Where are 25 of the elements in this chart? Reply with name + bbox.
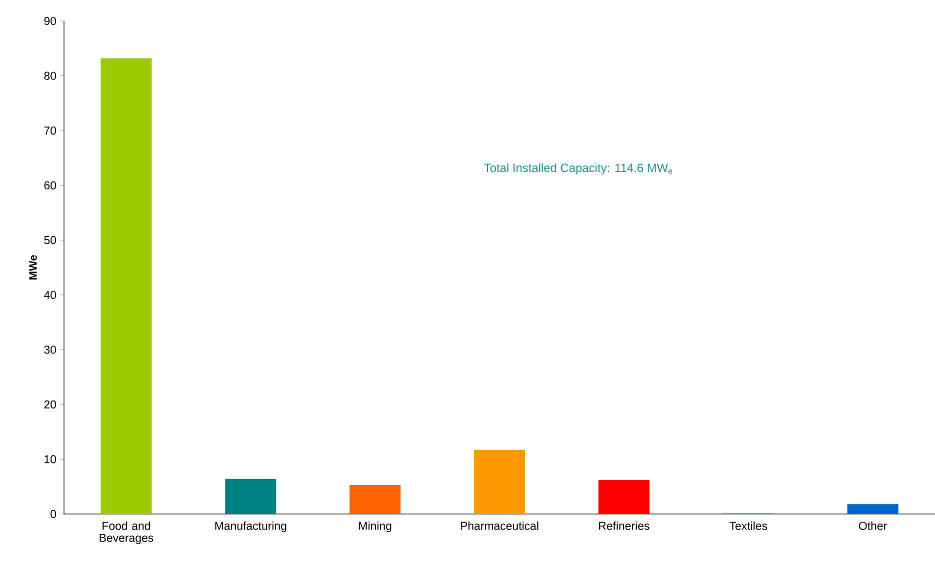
annotation: Total Installed Capacity: 114.6 MW$_{e}$ [484,163,672,174]
x-tick-label: Pharmaceutical [460,522,538,530]
bar [847,504,898,514]
y-tick-label: 10 [44,455,56,464]
x-tick-label: Mining [359,522,392,532]
y-tick-label: 60 [44,181,56,190]
y-tick-label: 80 [44,72,56,80]
bar [598,480,650,514]
x-tick-label: Other [859,522,887,530]
y-tick-label: 90 [44,16,56,26]
x-tick-label: Textiles [730,522,768,530]
y-tick-label: 70 [44,126,56,135]
bar [474,450,526,514]
x-tick-label: Refineries [599,522,650,530]
y-axis-title: MWe [29,255,37,280]
y-tick-label: 50 [44,236,56,244]
bar [100,58,152,514]
bar [225,478,276,514]
y-tick-label: 0 [50,510,56,518]
y-tick-label: 40 [44,290,56,299]
x-tick-label: Food and Beverages [100,522,154,544]
x-tick-label: Manufacturing [215,522,286,532]
y-tick-label: 20 [44,400,56,408]
y-tick-label: 30 [44,346,56,354]
bar [350,484,401,514]
